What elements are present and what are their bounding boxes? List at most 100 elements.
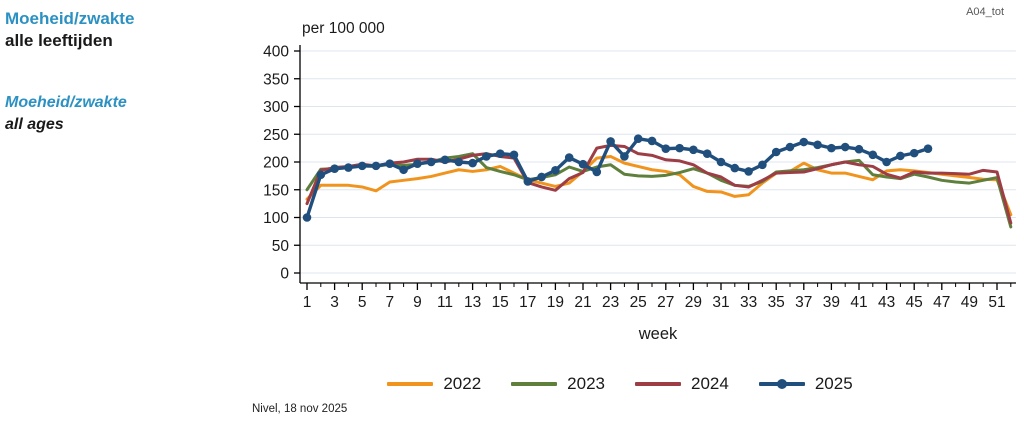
x-tick-label: 13	[464, 294, 481, 311]
data-point-marker	[509, 150, 519, 160]
legend-label: 2025	[814, 374, 853, 393]
data-point-marker	[771, 147, 781, 157]
x-tick-label: 9	[413, 294, 422, 311]
series-2024	[305, 143, 1013, 225]
axes	[299, 45, 1016, 284]
data-point-marker	[344, 163, 353, 172]
legend-label: 2023	[567, 374, 605, 393]
data-point-marker	[606, 137, 615, 146]
data-point-marker	[385, 159, 395, 168]
x-tick-label: 45	[906, 294, 923, 311]
data-point-marker	[785, 142, 795, 152]
y-tick-label: 200	[263, 155, 289, 172]
legend-line-swatch-2022	[387, 382, 434, 386]
data-point-marker	[813, 140, 822, 150]
y-tick-label: 250	[263, 127, 289, 144]
x-tick-label: 21	[574, 294, 591, 311]
series-line-2024	[305, 143, 1013, 225]
x-tick-label: 37	[795, 294, 812, 311]
series-line-2025	[305, 136, 930, 220]
x-tick-label: 19	[547, 294, 564, 311]
legend-line-swatch-2025	[758, 379, 805, 389]
x-tick-label: 29	[685, 294, 702, 311]
data-point-marker	[647, 136, 657, 146]
data-point-marker	[854, 144, 864, 154]
y-tick-label: 100	[263, 210, 289, 227]
indicator-code: A04_tot	[966, 6, 1004, 18]
x-tick-label: 33	[740, 294, 757, 311]
chart-title-english: Moeheid/zwakte	[5, 94, 127, 111]
data-point-marker	[592, 167, 602, 177]
legend-item-2023: 2023	[511, 374, 605, 394]
data-point-marker	[689, 145, 698, 155]
data-point-marker	[633, 134, 643, 143]
data-point-marker	[620, 152, 629, 161]
x-tick-label: 3	[330, 294, 339, 311]
chart-subtitle-english: all ages	[5, 116, 64, 133]
data-point-marker	[468, 158, 477, 168]
data-point-marker	[923, 144, 933, 153]
data-point-marker	[730, 163, 740, 173]
data-point-marker	[413, 159, 422, 168]
data-point-marker	[827, 143, 836, 153]
x-tick-label: 43	[878, 294, 895, 311]
data-point-marker	[578, 159, 588, 169]
data-point-marker	[495, 149, 505, 158]
x-tick-label: 31	[712, 294, 729, 311]
legend-label: 2022	[443, 374, 482, 393]
series-line-2022	[305, 154, 1013, 217]
legend-line-swatch-2023	[511, 382, 558, 386]
data-point-marker	[551, 166, 560, 175]
x-tick-label: 17	[519, 294, 536, 311]
x-axis-ticks	[306, 283, 1012, 290]
x-tick-label: 15	[492, 294, 509, 311]
data-point-marker	[564, 153, 574, 162]
series-2025	[302, 134, 933, 222]
data-point-marker	[523, 177, 533, 186]
data-point-marker	[399, 165, 408, 175]
data-point-marker	[868, 150, 878, 160]
y-tick-label: 350	[263, 71, 289, 88]
data-point-marker	[316, 170, 326, 180]
x-tick-label: 11	[437, 294, 453, 311]
data-point-marker	[702, 149, 712, 158]
chart-legend: 2022 2023 2024 2025	[300, 369, 940, 399]
x-tick-label: 47	[933, 294, 950, 311]
legend-label: 2024	[691, 374, 729, 393]
x-tick-label: 25	[630, 294, 647, 311]
y-axis-ticks	[294, 50, 300, 274]
data-point-marker	[882, 157, 891, 167]
x-tick-label: 49	[961, 294, 978, 311]
data-point-marker	[675, 143, 684, 153]
chart-subtitle-dutch: alle leeftijden	[5, 31, 113, 50]
data-point-marker	[758, 160, 767, 170]
data-point-marker	[840, 142, 850, 152]
legend-item-2025: 2025	[758, 374, 853, 394]
x-tick-label: 23	[602, 294, 619, 311]
x-tick-label: 7	[385, 294, 394, 311]
y-tick-label: 50	[272, 238, 290, 255]
data-point-marker	[661, 144, 671, 153]
legend-line-swatch-2024	[635, 382, 681, 386]
data-point-marker	[896, 151, 905, 161]
legend-marker-dot	[776, 379, 787, 389]
y-tick-label: 150	[263, 182, 289, 199]
legend-item-2022: 2022	[387, 374, 481, 394]
x-tick-label: 5	[358, 294, 367, 311]
data-point-marker	[330, 164, 339, 173]
y-tick-label: 300	[263, 99, 289, 116]
data-point-marker	[440, 155, 450, 165]
data-point-marker	[799, 137, 809, 147]
data-point-marker	[426, 157, 436, 167]
y-axis-title: per 100 000	[302, 20, 385, 37]
x-axis-title: week	[638, 325, 678, 343]
data-point-marker	[909, 148, 919, 158]
data-point-marker	[302, 213, 312, 222]
data-point-marker	[716, 157, 726, 167]
data-point-marker	[371, 161, 381, 171]
y-tick-label: 400	[263, 44, 289, 61]
data-point-marker	[482, 152, 491, 161]
data-point-marker	[537, 172, 546, 182]
